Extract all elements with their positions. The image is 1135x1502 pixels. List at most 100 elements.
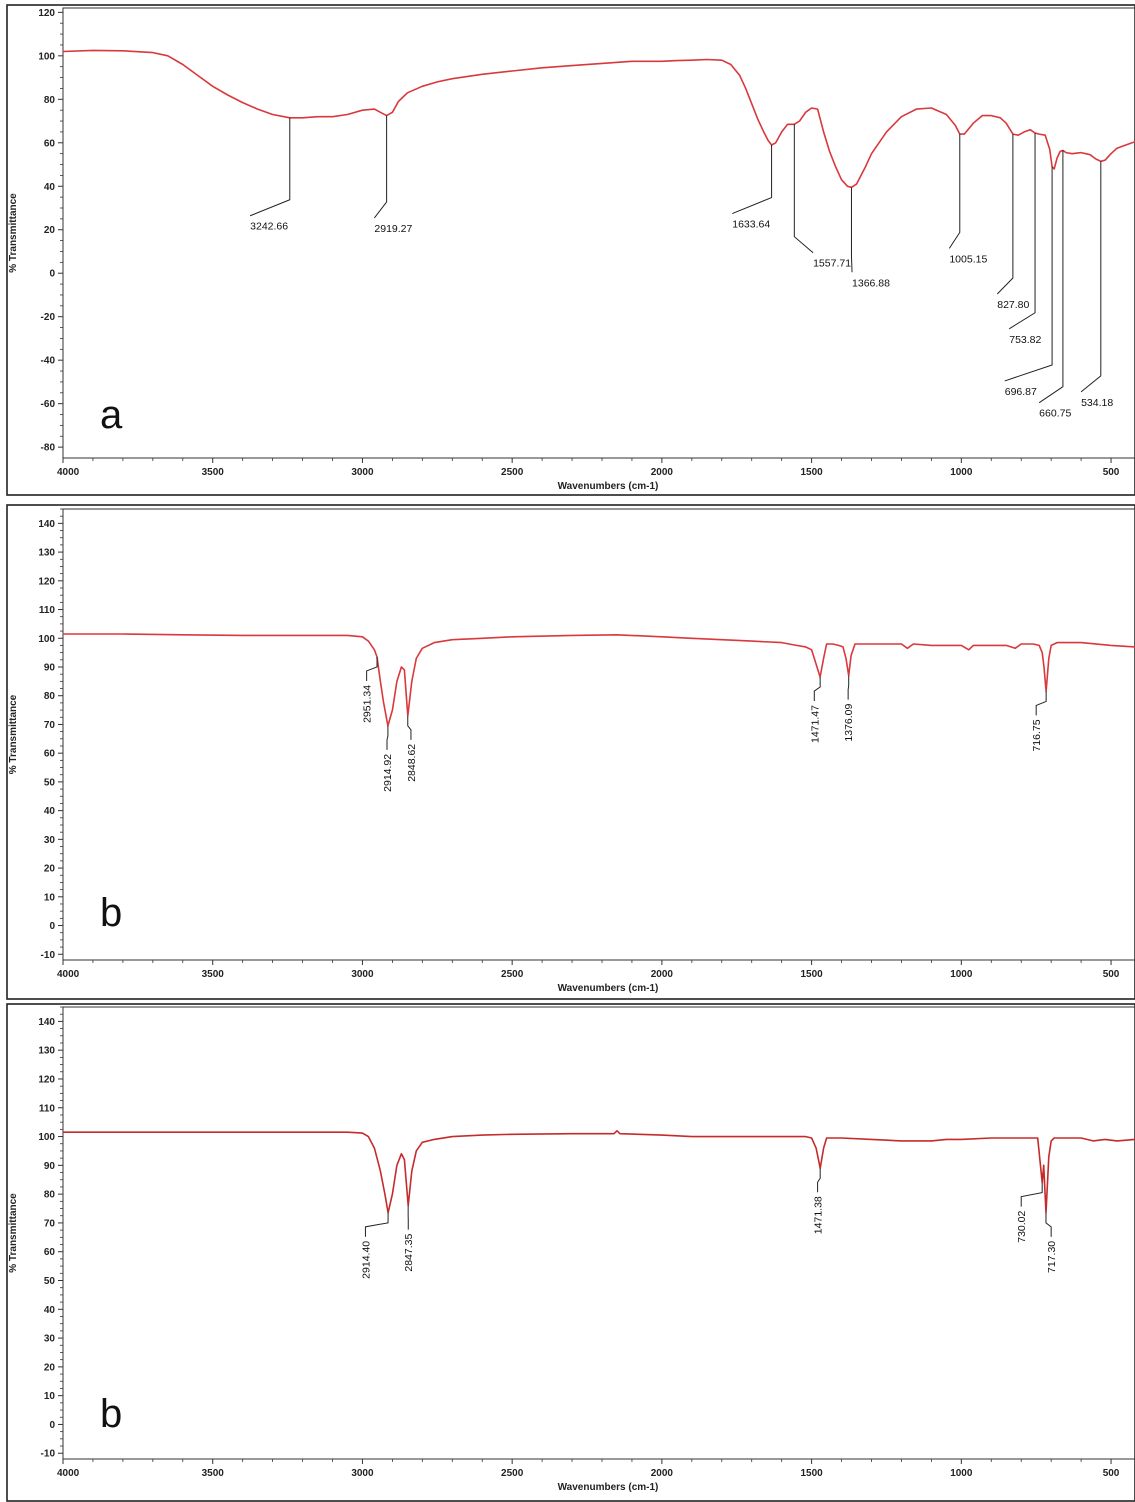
y-tick-label: 20 xyxy=(44,225,56,236)
y-tick-label: 80 xyxy=(44,95,56,106)
peak-label: 1557.71 xyxy=(813,258,851,270)
y-tick-label: -10 xyxy=(41,1449,56,1460)
y-tick-label: 20 xyxy=(44,864,56,875)
peak-leader-line xyxy=(1020,1182,1043,1207)
peak-leader-line xyxy=(1080,161,1102,393)
y-tick-label: 110 xyxy=(39,1103,56,1114)
peak-leader-line xyxy=(793,124,814,254)
spectrum-line xyxy=(63,1130,1135,1214)
peak-annotation: 827.80 xyxy=(996,134,1030,311)
x-tick-label: 1500 xyxy=(800,969,823,980)
peak-leader-line xyxy=(364,1212,389,1237)
x-tick-label: 1000 xyxy=(950,969,973,980)
x-tick-label: 500 xyxy=(1103,969,1120,980)
peak-leader-line xyxy=(386,725,389,750)
peak-label: 716.75 xyxy=(1031,719,1043,751)
x-tick-label: 2500 xyxy=(501,969,524,980)
y-tick-label: 20 xyxy=(44,1362,56,1373)
peak-label: 534.18 xyxy=(1081,397,1113,409)
y-tick-label: 80 xyxy=(44,691,56,702)
peak-leader-line xyxy=(817,1168,821,1193)
y-tick-label: 60 xyxy=(44,138,56,149)
y-tick-label: 120 xyxy=(38,8,55,19)
y-tick-label: 90 xyxy=(44,1161,56,1172)
peak-annotation: 1557.71 xyxy=(793,124,851,270)
peak-annotation: 716.75 xyxy=(1031,691,1047,752)
x-tick-label: 2500 xyxy=(501,467,524,478)
peak-leader-line xyxy=(1045,1212,1052,1237)
peak-label: 1366.88 xyxy=(852,277,890,289)
y-tick-label: 100 xyxy=(38,634,55,645)
peak-leader-line xyxy=(366,656,378,681)
peak-leader-line xyxy=(996,134,1014,295)
peak-leader-line xyxy=(847,675,850,700)
y-tick-label: 130 xyxy=(38,1046,55,1057)
y-tick-label: 50 xyxy=(44,777,56,788)
y-tick-label: 50 xyxy=(44,1276,56,1287)
y-tick-label: 30 xyxy=(44,1334,56,1345)
peak-annotation: 1471.47 xyxy=(809,677,821,743)
x-tick-label: 4000 xyxy=(57,1468,80,1479)
peak-annotation: 534.18 xyxy=(1080,161,1113,409)
spectrum-panel-b-second: -10 0 10 20 30 40 50 60 70 80 90 100 110 120 130 140 400… xyxy=(0,1001,1135,1502)
peak-label: 2951.34 xyxy=(362,685,374,723)
peak-leader-line xyxy=(732,144,773,215)
y-tick-label: -60 xyxy=(41,399,56,410)
y-tick-label: 40 xyxy=(44,182,56,193)
peak-annotation: 1366.88 xyxy=(850,187,890,289)
peak-annotation: 1471.38 xyxy=(813,1168,825,1234)
peak-annotation: 2914.40 xyxy=(360,1212,389,1279)
y-tick-label: 140 xyxy=(38,1017,55,1028)
x-tick-label: 1000 xyxy=(950,467,973,478)
x-tick-label: 1000 xyxy=(950,1468,973,1479)
y-tick-label: 90 xyxy=(44,662,56,673)
y-tick-label: 40 xyxy=(44,1305,56,1316)
y-tick-label: -80 xyxy=(41,443,56,454)
y-tick-label: 70 xyxy=(44,720,56,731)
peak-annotation: 2951.34 xyxy=(362,656,378,723)
peak-annotation: 1633.64 xyxy=(732,144,773,231)
x-tick-label: 2000 xyxy=(651,467,674,478)
peak-annotation: 753.82 xyxy=(1008,133,1042,346)
spectrum-chart: -10 0 10 20 30 40 50 60 70 80 90 100 110 120 130 140 400… xyxy=(6,1003,1135,1502)
x-tick-label: 1500 xyxy=(800,467,823,478)
x-tick-label: 4000 xyxy=(57,467,80,478)
x-axis-title: Wavenumbers (cm-1) xyxy=(558,481,659,492)
peak-annotation: 2919.27 xyxy=(374,115,413,235)
peak-annotation: 2847.35 xyxy=(403,1205,415,1272)
y-tick-label: 40 xyxy=(44,806,56,817)
peak-leader-line xyxy=(948,134,961,249)
peak-label: 1471.47 xyxy=(809,705,821,743)
panel-frame xyxy=(6,4,1135,496)
peak-label: 2847.35 xyxy=(403,1234,415,1272)
peak-label: 1633.64 xyxy=(732,219,770,231)
y-tick-label: 10 xyxy=(44,892,56,903)
panel-letter: b xyxy=(100,891,122,935)
y-tick-label: 130 xyxy=(38,548,55,559)
peak-label: 2914.92 xyxy=(382,754,394,792)
y-tick-label: 30 xyxy=(44,835,56,846)
spectrum-line xyxy=(63,633,1135,727)
peak-label: 1005.15 xyxy=(949,253,987,265)
spectrum-line xyxy=(62,49,1135,189)
y-tick-label: 110 xyxy=(39,605,56,616)
peak-annotation: 3242.66 xyxy=(249,117,291,233)
panel-frame xyxy=(6,504,1135,1000)
peak-annotation: 2914.92 xyxy=(382,725,394,792)
x-tick-label: 1500 xyxy=(800,1468,823,1479)
x-tick-label: 3500 xyxy=(202,467,225,478)
y-tick-label: -10 xyxy=(41,950,56,961)
peak-label: 1376.09 xyxy=(843,703,855,741)
peak-label: 2919.27 xyxy=(374,223,412,235)
peak-annotation: 1005.15 xyxy=(948,134,987,265)
peak-annotation: 730.02 xyxy=(1016,1182,1043,1243)
peak-leader-line xyxy=(249,117,291,217)
x-tick-label: 2500 xyxy=(501,1468,524,1479)
panel-letter: b xyxy=(100,1392,122,1436)
x-tick-label: 2000 xyxy=(651,1468,674,1479)
peak-label: 730.02 xyxy=(1016,1210,1028,1242)
y-tick-label: 70 xyxy=(44,1218,56,1229)
y-tick-label: 0 xyxy=(49,921,55,932)
peak-label: 827.80 xyxy=(997,299,1029,311)
peak-leader-line xyxy=(850,187,853,273)
